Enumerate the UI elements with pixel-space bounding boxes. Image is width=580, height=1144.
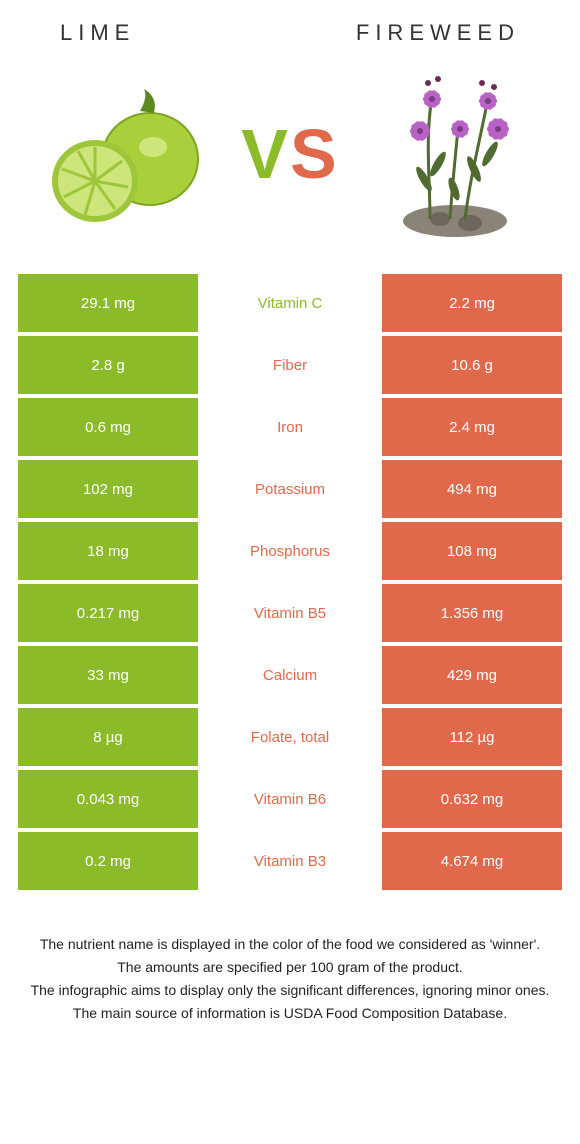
- footnotes: The nutrient name is displayed in the co…: [0, 894, 580, 1024]
- footnote-line: The amounts are specified per 100 gram o…: [28, 957, 552, 978]
- left-value: 0.6 mg: [18, 398, 198, 456]
- nutrient-label: Potassium: [198, 460, 382, 518]
- footnote-line: The infographic aims to display only the…: [28, 980, 552, 1001]
- left-value: 102 mg: [18, 460, 198, 518]
- right-value: 10.6 g: [382, 336, 562, 394]
- left-value: 0.043 mg: [18, 770, 198, 828]
- nutrient-row: 8 µgFolate, total112 µg: [18, 708, 562, 766]
- title-right: Fireweed: [356, 20, 520, 46]
- nutrient-row: 0.043 mgVitamin B60.632 mg: [18, 770, 562, 828]
- right-value: 2.4 mg: [382, 398, 562, 456]
- right-value: 108 mg: [382, 522, 562, 580]
- nutrient-row: 2.8 gFiber10.6 g: [18, 336, 562, 394]
- left-value: 2.8 g: [18, 336, 198, 394]
- vs-v: V: [241, 115, 290, 193]
- hero: VS: [0, 54, 580, 274]
- vs-s: S: [290, 115, 339, 193]
- nutrient-label: Iron: [198, 398, 382, 456]
- left-value: 0.2 mg: [18, 832, 198, 890]
- right-value: 1.356 mg: [382, 584, 562, 642]
- right-value: 2.2 mg: [382, 274, 562, 332]
- right-value: 0.632 mg: [382, 770, 562, 828]
- nutrient-row: 33 mgCalcium429 mg: [18, 646, 562, 704]
- nutrient-row: 102 mgPotassium494 mg: [18, 460, 562, 518]
- nutrient-label: Vitamin B3: [198, 832, 382, 890]
- title-left: Lime: [60, 20, 135, 46]
- nutrient-label: Calcium: [198, 646, 382, 704]
- right-value: 4.674 mg: [382, 832, 562, 890]
- nutrient-row: 0.2 mgVitamin B34.674 mg: [18, 832, 562, 890]
- nutrition-table: 29.1 mgVitamin C2.2 mg2.8 gFiber10.6 g0.…: [0, 274, 580, 890]
- nutrient-label: Phosphorus: [198, 522, 382, 580]
- nutrient-label: Folate, total: [198, 708, 382, 766]
- footnote-line: The nutrient name is displayed in the co…: [28, 934, 552, 955]
- nutrient-label: Fiber: [198, 336, 382, 394]
- left-value: 8 µg: [18, 708, 198, 766]
- nutrient-row: 0.217 mgVitamin B51.356 mg: [18, 584, 562, 642]
- nutrient-label: Vitamin B5: [198, 584, 382, 642]
- left-value: 18 mg: [18, 522, 198, 580]
- vs-label: VS: [241, 114, 338, 194]
- left-value: 33 mg: [18, 646, 198, 704]
- nutrient-label: Vitamin B6: [198, 770, 382, 828]
- left-value: 29.1 mg: [18, 274, 198, 332]
- fireweed-illustration: [370, 69, 540, 239]
- nutrient-row: 29.1 mgVitamin C2.2 mg: [18, 274, 562, 332]
- lime-illustration: [40, 69, 210, 239]
- header: Lime Fireweed: [0, 0, 580, 54]
- left-value: 0.217 mg: [18, 584, 198, 642]
- right-value: 112 µg: [382, 708, 562, 766]
- right-value: 494 mg: [382, 460, 562, 518]
- nutrient-row: 0.6 mgIron2.4 mg: [18, 398, 562, 456]
- footnote-line: The main source of information is USDA F…: [28, 1003, 552, 1024]
- right-value: 429 mg: [382, 646, 562, 704]
- nutrient-row: 18 mgPhosphorus108 mg: [18, 522, 562, 580]
- nutrient-label: Vitamin C: [198, 274, 382, 332]
